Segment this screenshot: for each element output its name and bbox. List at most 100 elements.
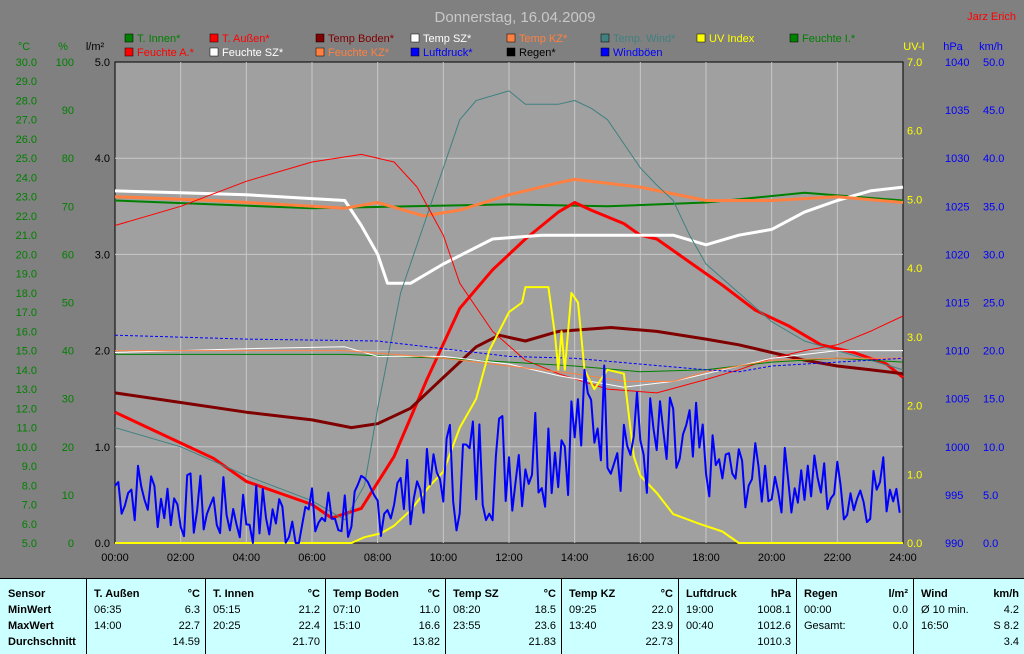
cell-value: 11.0 (419, 604, 440, 616)
summary-table: Sensor MinWert MaxWert Durchschnitt T. A… (0, 578, 1024, 654)
rain-axis-tick: 4.0 (95, 153, 110, 165)
temp-axis-tick: 7.0 (22, 500, 37, 512)
cell-time: 09:25 (569, 604, 597, 616)
cell-value: 23.6 (534, 620, 556, 632)
temp-axis-tick: 22.0 (16, 211, 37, 223)
pressure-axis-tick: 990 (945, 538, 963, 550)
legend-label: T. Außen* (222, 33, 270, 45)
legend-label: Luftdruck* (423, 47, 473, 59)
wind-axis-tick: 15.0 (983, 394, 1004, 406)
column-unit: hPa (770, 588, 791, 600)
x-axis-tick: 24:00 (889, 552, 917, 564)
uv-axis-unit: UV-I (903, 41, 924, 53)
pressure-axis-tick: 1015 (945, 298, 969, 310)
cell-value: 21.70 (292, 636, 320, 648)
cell-time: 13:40 (569, 620, 597, 632)
temp-axis-tick: 5.0 (22, 538, 37, 550)
temp-axis-tick: 13.0 (16, 384, 37, 396)
legend-swatch (789, 33, 799, 43)
cell-value: 1010.3 (757, 636, 791, 648)
x-axis-tick: 06:00 (298, 552, 326, 564)
legend-label: Temp SZ* (423, 33, 472, 45)
legend-label: Feuchte I.* (802, 33, 856, 45)
legend-swatch (410, 47, 420, 57)
temp-axis-tick: 26.0 (16, 134, 37, 146)
wind-axis-tick: 45.0 (983, 105, 1004, 117)
series-line (114, 185, 904, 285)
legend-label: UV Index (709, 33, 755, 45)
temp-axis-tick: 20.0 (16, 249, 37, 261)
cell-time: 00:40 (686, 620, 714, 632)
pressure-axis-unit: hPa (943, 41, 963, 53)
column-name: Temp SZ (453, 588, 499, 600)
legend-label: Windböen (613, 47, 663, 59)
cell-value: 14.59 (172, 636, 200, 648)
cell-value: 13.82 (412, 636, 440, 648)
legend-label: Temp. Wind* (613, 33, 676, 45)
cell-value: S 8.2 (993, 620, 1019, 632)
series-line (115, 353, 904, 373)
uv-axis-tick: 3.0 (907, 332, 922, 344)
table-column: Temp KZ °C 09:25 22.0 13:40 23.9 22.73 (561, 579, 679, 654)
wind-axis-tick: 0.0 (983, 538, 998, 550)
legend-swatch (506, 33, 516, 43)
series-line (115, 286, 903, 544)
x-axis-tick: 12:00 (495, 552, 523, 564)
legend-label: T. Innen* (137, 33, 181, 45)
x-axis-tick: 14:00 (561, 552, 589, 564)
uv-axis-tick: 4.0 (907, 263, 922, 275)
cell-value: 22.4 (298, 620, 320, 632)
legend-swatch (696, 33, 706, 43)
cell-time: 19:00 (686, 604, 714, 616)
humidity-axis-tick: 70 (62, 201, 74, 213)
cell-value: 22.0 (651, 604, 673, 616)
temp-axis-tick: 24.0 (16, 172, 37, 184)
legend-label: Temp KZ* (519, 33, 568, 45)
series-line (114, 346, 903, 388)
pressure-axis-tick: 995 (945, 490, 963, 502)
wind-axis-tick: 10.0 (983, 442, 1004, 454)
legend-swatch (600, 47, 610, 57)
legend-swatch (209, 33, 219, 43)
series-line (114, 364, 901, 544)
temp-axis-tick: 19.0 (16, 269, 37, 281)
legend-swatch (124, 47, 134, 57)
cell-time: 00:00 (804, 604, 832, 616)
temp-axis-tick: 27.0 (16, 115, 37, 127)
rain-axis-tick: 2.0 (95, 346, 110, 358)
wind-axis-tick: 50.0 (983, 57, 1004, 69)
legend-swatch (315, 33, 325, 43)
legend-swatch (410, 33, 420, 43)
humidity-axis-tick: 30 (62, 394, 74, 406)
temp-axis-tick: 21.0 (16, 230, 37, 242)
temp-axis-tick: 28.0 (16, 95, 37, 107)
wind-axis-tick: 30.0 (983, 249, 1004, 261)
cell-value: 21.83 (528, 636, 556, 648)
pressure-axis-tick: 1000 (945, 442, 969, 454)
cell-value: 22.7 (178, 620, 200, 632)
column-name: Temp Boden (333, 588, 399, 600)
legend-swatch (600, 33, 610, 43)
cell-value: 1008.1 (757, 604, 791, 616)
cell-value: 23.9 (651, 620, 673, 632)
legend-swatch (209, 47, 219, 57)
legend-label: Temp Boden* (328, 33, 395, 45)
cell-time: 07:10 (333, 604, 361, 616)
pressure-axis-tick: 1020 (945, 249, 969, 261)
x-axis-tick: 18:00 (692, 552, 720, 564)
pressure-axis-tick: 1035 (945, 105, 969, 117)
row-label-max: MaxWert (8, 620, 54, 632)
humidity-axis-tick: 50 (62, 298, 74, 310)
cell-time: 15:10 (333, 620, 361, 632)
column-unit: °C (543, 588, 556, 600)
column-name: T. Außen (94, 588, 140, 600)
row-label-min: MinWert (8, 604, 52, 616)
column-unit: °C (307, 588, 320, 600)
cell-time: 23:55 (453, 620, 481, 632)
column-name: Wind (921, 588, 948, 600)
temp-axis-tick: 16.0 (16, 326, 37, 338)
temp-axis-tick: 11.0 (16, 423, 37, 435)
series-line (114, 153, 904, 394)
cell-value: 0.0 (892, 620, 908, 632)
legend-swatch (124, 33, 134, 43)
